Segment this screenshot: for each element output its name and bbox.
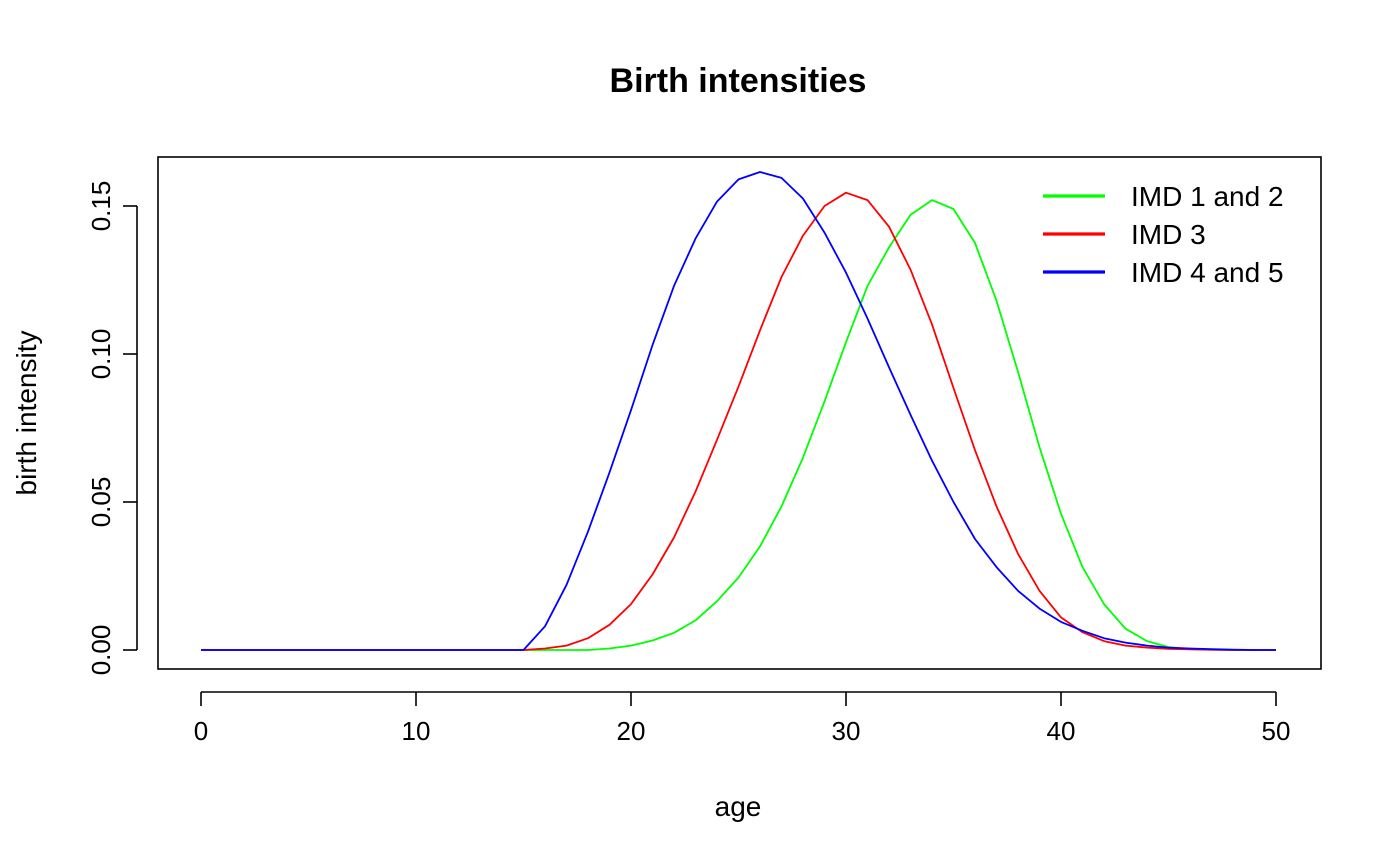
- x-axis: 0 10 20 30 40 50: [194, 691, 1291, 746]
- x-tick-label: 50: [1262, 716, 1291, 746]
- legend: IMD 1 and 2 IMD 3 IMD 4 and 5: [1043, 181, 1284, 288]
- x-tick-label: 10: [402, 716, 431, 746]
- plot-frame: [157, 156, 1322, 670]
- series-line-imd-3: [201, 191, 1276, 651]
- y-axis-label: birth intensity: [11, 331, 42, 496]
- x-tick-label: 40: [1047, 716, 1076, 746]
- legend-label-imd-1-and-2: IMD 1 and 2: [1131, 181, 1284, 212]
- y-axis: 0.00 0.05 0.10 0.15: [86, 181, 138, 676]
- series-line-imd-1-and-2: [201, 199, 1276, 651]
- x-tick-label: 0: [194, 716, 208, 746]
- series-lines: [201, 171, 1276, 651]
- legend-label-imd-4-and-5: IMD 4 and 5: [1131, 257, 1284, 288]
- legend-label-imd-3: IMD 3: [1131, 219, 1206, 250]
- y-tick-label: 0.10: [86, 329, 116, 380]
- y-tick-label: 0.15: [86, 181, 116, 232]
- series-line-imd-4-and-5: [201, 171, 1276, 651]
- x-tick-label: 20: [617, 716, 646, 746]
- x-axis-label: age: [715, 791, 762, 822]
- chart-title: Birth intensities: [610, 62, 867, 100]
- y-tick-label: 0.00: [86, 625, 116, 676]
- y-tick-label: 0.05: [86, 477, 116, 528]
- x-tick-label: 30: [832, 716, 861, 746]
